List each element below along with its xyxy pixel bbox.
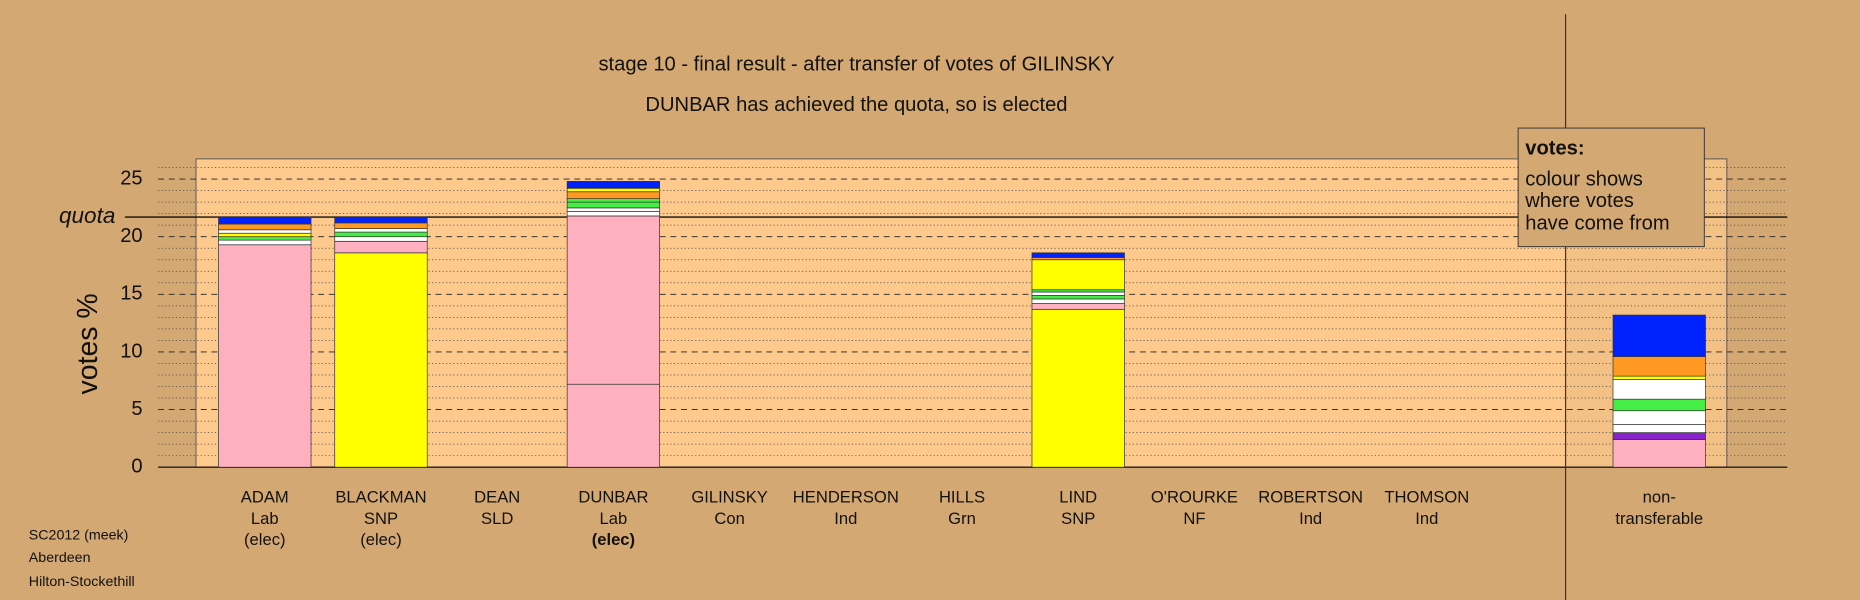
bar-segment [1612,424,1706,433]
bar-segment [566,201,660,209]
bar-segment [218,223,312,231]
bar-segment [334,231,428,238]
y-tick-label: 5 [131,398,142,420]
x-tick-label: Ind [1299,509,1322,528]
bar-segment [1612,356,1706,377]
y-tick-label: 0 [131,456,142,478]
footer-line: Hilton-Stockethill [29,574,135,590]
bar-segment [1612,439,1706,468]
bar-segment [1612,432,1706,440]
x-tick-label: (elec) [244,530,286,549]
bar-segment [218,232,312,238]
x-tick-label: SLD [481,509,513,528]
bar-segment [1031,298,1125,304]
legend-line: colour shows [1525,169,1643,191]
legend-title: votes: [1525,138,1584,160]
bar-segment [218,216,312,225]
x-tick-label: (elec) [592,530,635,549]
x-tick-label: Lab [600,509,628,528]
x-tick-label: GILINSKY [691,487,768,506]
bar-segment [334,222,428,229]
x-tick-label: ADAM [241,487,289,506]
x-tick-label: Grn [948,509,976,528]
bar-segment [566,207,660,212]
bar-segment [566,191,660,200]
bar-segment [334,216,428,224]
bar-segment [334,252,428,468]
x-tick-label: Ind [1415,509,1438,528]
bar-segment [218,244,312,468]
quota-label: quota [59,203,115,228]
x-tick-label: LIND [1059,487,1097,506]
bar-segment [1031,295,1125,300]
x-tick-label: THOMSON [1384,487,1469,506]
x-tick-label: O'ROURKE [1151,487,1238,506]
x-tick-label: SNP [364,509,398,528]
legend-line: where votes [1524,190,1634,212]
bar-segment [218,239,312,246]
x-tick-label: Con [714,509,744,528]
legend: votes: colour shows where votes have com… [1517,127,1705,248]
chart-subtitle: DUNBAR has achieved the quota, so is ele… [645,94,1067,116]
bar-segment [566,210,660,217]
footer-line: Aberdeen [29,550,91,566]
x-tick-label: BLACKMAN [335,487,426,506]
bar-segment [1031,303,1125,310]
bar-segment [1612,379,1706,400]
bar-segment [1031,291,1125,296]
bar-segment [1031,252,1125,258]
bar-segment [334,240,428,254]
bar-segment [1031,259,1125,291]
x-tick-label: HENDERSON [793,487,899,506]
x-tick-label: DUNBAR [578,487,648,506]
bar-segment [218,236,312,241]
bar-segment [566,198,660,203]
bar-segment [566,383,660,468]
bars [218,181,1706,468]
x-tick-label: NF [1183,509,1205,528]
bar-segment [566,187,660,193]
x-tick-label: Lab [251,509,279,528]
x-tick-label: HILLS [939,487,985,506]
chart-title: stage 10 - final result - after transfer… [598,54,1114,76]
y-tick-label: 10 [120,340,142,362]
x-tick-label: ROBERTSON [1258,487,1363,506]
bar-segment [1612,314,1706,357]
bar-segment [1031,308,1125,468]
bar-segment [334,228,428,233]
x-tick-label: SNP [1061,509,1095,528]
y-tick-label: 20 [120,225,142,247]
x-tick-label: DEAN [474,487,520,506]
bar-segment [566,181,660,189]
legend-line: have come from [1525,212,1669,234]
bar-segment [1612,398,1706,412]
x-tick-label: non- [1643,487,1676,506]
legend-box [1517,127,1705,248]
y-tick-label: 15 [120,283,142,305]
plot-panel [195,158,1728,468]
y-tick-label: 25 [120,167,142,189]
footer-line: SC2012 (meek) [29,528,129,544]
x-tick-label: (elec) [360,530,402,549]
y-axis-label: votes % [72,293,104,394]
x-tick-label: Ind [834,509,857,528]
bar-segment [1612,410,1706,425]
x-tick-label: transferable [1615,509,1703,528]
bar-segment [334,236,428,242]
bar-segment [566,215,660,385]
bar-segment [1612,375,1706,380]
bar-segment [218,229,312,234]
